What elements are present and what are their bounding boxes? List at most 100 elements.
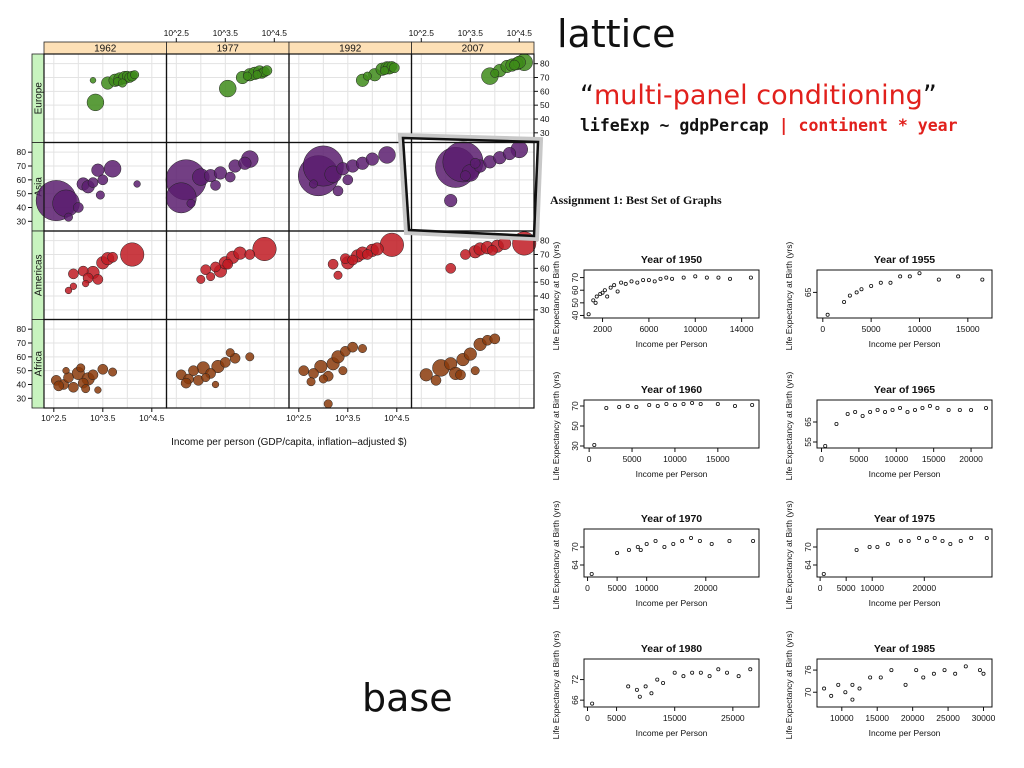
assignment-title: Assignment 1: Best Set of Graphs xyxy=(550,193,722,207)
lattice-point-americas xyxy=(64,286,73,295)
base-point xyxy=(977,668,982,673)
lattice-point-africa xyxy=(225,348,235,358)
base-point xyxy=(931,671,936,676)
base-x-tick-label: 5000 xyxy=(608,583,627,593)
lattice-point-africa xyxy=(347,341,358,353)
base-x-tick-label: 5000 xyxy=(862,324,881,334)
y-tick-label: 30 xyxy=(540,128,550,138)
base-point xyxy=(853,409,858,414)
base-point xyxy=(748,667,753,672)
lattice-point-africa xyxy=(62,367,70,375)
base-y-tick-label: 65 xyxy=(803,287,813,297)
y-tick-label: 80 xyxy=(540,59,550,69)
base-x-tick-label: 5000 xyxy=(849,454,868,464)
zoom-callout-frame-shadow xyxy=(397,132,544,242)
base-x-tick-label: 0 xyxy=(585,583,590,593)
lattice-point-africa xyxy=(470,366,480,376)
base-point xyxy=(750,402,755,407)
base-point xyxy=(697,539,702,544)
base-point xyxy=(647,402,652,407)
lattice-point-africa xyxy=(358,344,367,353)
lattice-point-europe xyxy=(490,68,500,78)
lattice-point-asia xyxy=(95,190,105,200)
lattice-panel xyxy=(44,319,167,408)
lattice-point-asia xyxy=(469,157,481,169)
lattice-point-americas xyxy=(347,254,358,266)
year-strip-label: 1977 xyxy=(217,44,240,55)
continent-strip-label: Asia xyxy=(34,177,45,197)
base-y-tick-label: 50 xyxy=(570,421,580,431)
y-tick-label: 50 xyxy=(540,100,550,110)
lattice-point-asia xyxy=(64,212,73,222)
lattice-point-asia xyxy=(502,147,517,161)
base-point xyxy=(912,407,917,412)
base-point xyxy=(646,278,651,283)
lattice-point-africa xyxy=(211,380,220,389)
base-point xyxy=(709,542,714,547)
base-x-axis-label: Income per Person xyxy=(636,598,708,608)
lattice-point-americas xyxy=(460,249,471,260)
base-point xyxy=(655,677,660,682)
base-point xyxy=(888,280,893,285)
base-point xyxy=(681,401,686,406)
base-y-tick-label: 64 xyxy=(570,560,580,570)
base-y-tick-label: 64 xyxy=(803,560,813,570)
year-strip-label: 1962 xyxy=(94,44,117,55)
lattice-point-americas xyxy=(244,249,256,260)
base-point xyxy=(652,279,657,284)
base-point xyxy=(693,274,698,279)
base-point xyxy=(655,403,660,408)
lattice-point-americas xyxy=(107,251,118,263)
base-x-axis-label: Income per Person xyxy=(636,728,708,738)
base-y-tick-label: 30 xyxy=(570,441,580,451)
base-x-tick-label: 20000 xyxy=(694,583,718,593)
base-point xyxy=(634,687,639,692)
lattice-point-asia xyxy=(460,170,471,181)
year-strip-label: 1992 xyxy=(339,44,362,55)
base-point xyxy=(932,536,937,541)
base-y-tick-label: 70 xyxy=(570,273,580,283)
base-point xyxy=(725,670,730,675)
lattice-point-asia xyxy=(133,180,141,188)
lattice-point-asia xyxy=(210,180,221,191)
base-x-tick-label: 5000 xyxy=(623,454,642,464)
base-panel-title: Year of 1965 xyxy=(874,384,935,396)
base-point xyxy=(707,674,712,679)
lattice-panel xyxy=(289,319,412,408)
lattice-point-americas xyxy=(370,242,384,256)
base-x-tick-label: 15000 xyxy=(922,454,946,464)
base-point xyxy=(854,290,859,295)
base-point xyxy=(956,274,961,279)
continent-strip-label: Americas xyxy=(34,254,45,296)
base-point xyxy=(681,674,686,679)
base-point xyxy=(698,670,703,675)
lattice-point-africa xyxy=(455,369,466,381)
lattice-point-asia xyxy=(444,194,458,208)
y-tick-label: 30 xyxy=(17,393,27,403)
base-x-tick-label: 10000 xyxy=(908,324,932,334)
base-point xyxy=(875,407,880,412)
base-point xyxy=(690,400,695,405)
base-point xyxy=(845,411,850,416)
base-x-tick-label: 0 xyxy=(818,583,823,593)
lattice-point-americas xyxy=(68,268,79,280)
base-point xyxy=(615,289,620,294)
base-point xyxy=(857,686,862,691)
base-panel-title: Year of 1950 xyxy=(641,254,702,266)
lattice-point-asia xyxy=(378,146,396,164)
base-point xyxy=(591,298,596,303)
lattice-point-europe xyxy=(89,77,97,84)
lattice-point-africa xyxy=(53,380,64,392)
lattice-point-europe xyxy=(252,70,262,80)
base-point xyxy=(878,675,883,680)
lattice-point-asia xyxy=(213,166,227,180)
base-point xyxy=(898,539,903,544)
base-y-tick-label: 70 xyxy=(803,687,813,697)
base-point xyxy=(850,697,855,702)
base-point xyxy=(664,275,669,280)
base-point xyxy=(889,668,894,673)
base-x-tick-label: 0 xyxy=(820,324,825,334)
base-point xyxy=(608,285,613,290)
